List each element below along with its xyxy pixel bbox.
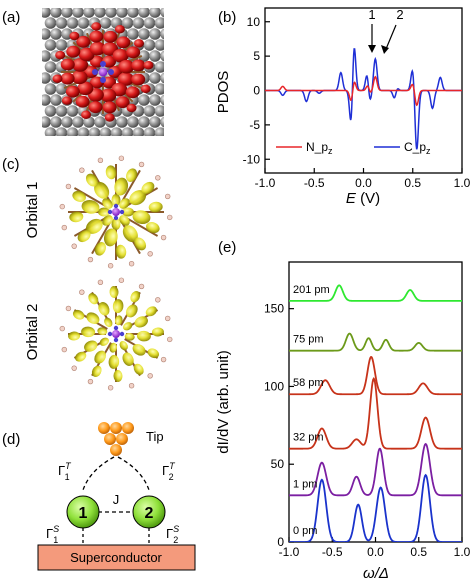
panel-label-b: (b) (218, 9, 236, 26)
didv-xtick-label: -0.5 (322, 545, 343, 559)
pdos-xtick-label: -0.5 (304, 176, 325, 190)
pdos-legend: N_pz C_pz (276, 140, 431, 156)
panel-label-d: (d) (2, 431, 20, 448)
didv-series-line (289, 284, 462, 302)
didv-chart: -1.0 -0.5 0.0 0.5 1.0 0 50 100 150 0 pm 1 pm 32 pm… (215, 261, 471, 579)
tip-coupling-1 (82, 456, 115, 491)
pdos-series-n-pz (265, 75, 462, 107)
gamma-s2-label: ΓS 2 (166, 524, 179, 545)
panel-label-a: (a) (2, 9, 20, 26)
orbital-1-image (59, 155, 173, 269)
pdos-ytick-label: -5 (249, 118, 260, 132)
tip-icon (98, 422, 134, 456)
svg-text:2: 2 (145, 505, 154, 522)
didv-series-line (289, 356, 462, 396)
superconductor-substrate (37, 544, 196, 571)
panel-label-c: (c) (2, 156, 20, 173)
didv-series-line (289, 473, 462, 542)
didv-series-label: 32 pm (293, 432, 324, 444)
didv-ylabel: dI/dV (arb. unit) (215, 350, 232, 453)
molecule-on-surface-image (42, 8, 164, 136)
pdos-series-c-pz (265, 48, 462, 150)
didv-xtick-label: 0.5 (410, 545, 427, 559)
pdos-xtick-label: 0.5 (404, 176, 421, 190)
didv-series-label: 75 pm (293, 334, 324, 346)
panel-label-e: (e) (218, 239, 236, 256)
didv-series-label: 201 pm (293, 284, 330, 296)
didv-series-label: 0 pm (293, 525, 317, 537)
didv-ytick-label: 50 (271, 457, 285, 471)
pdos-ylabel: PDOS (215, 71, 232, 114)
pdos-xtick-label: -1.0 (255, 176, 276, 190)
didv-ytick-label: 100 (264, 379, 284, 393)
pdos-ytick-label: 5 (253, 49, 260, 63)
j-coupling-label: J (113, 492, 120, 507)
orbital-2-image (59, 277, 173, 391)
gamma-t1-label: ΓT 1 (58, 461, 72, 482)
pdos-arrow-1 (368, 24, 376, 53)
didv-xlabel: ω/Δ (363, 565, 389, 579)
svg-text:1: 1 (79, 505, 88, 522)
didv-xtick-label: 0.0 (367, 545, 384, 559)
didv-ytick-label: 0 (277, 535, 284, 549)
legend-n-pz: N_pz (306, 140, 333, 156)
pdos-annotation-1: 1 (368, 7, 375, 22)
pdos-ytick-label: -10 (243, 152, 261, 166)
site-2-node: 2 (132, 495, 166, 529)
pdos-annotation-2: 2 (396, 7, 403, 22)
pdos-ytick-label: 0 (253, 84, 260, 98)
pdos-ytick-label: 10 (247, 15, 261, 29)
pdos-xlabel: E (V) (346, 190, 380, 207)
didv-plot-frame (288, 261, 463, 543)
didv-xtick-label: 1.0 (454, 545, 471, 559)
legend-c-pz: C_pz (404, 140, 431, 156)
orbital-1-label: Orbital 1 (24, 182, 41, 239)
pdos-arrow-2 (381, 24, 397, 54)
didv-series-label: 1 pm (293, 478, 317, 490)
didv-ytick-label: 150 (264, 302, 284, 316)
didv-series-line (289, 377, 462, 450)
site-1-node: 1 (66, 495, 100, 529)
pdos-xtick-label: 0.0 (355, 176, 372, 190)
orbital-2-label: Orbital 2 (24, 304, 41, 361)
didv-series-line (289, 442, 462, 497)
gamma-t2-label: ΓT 2 (162, 461, 176, 482)
didv-series-label: 58 pm (293, 377, 324, 389)
didv-xtick-label: -1.0 (279, 545, 300, 559)
gamma-s1-label: ΓS 1 (46, 524, 59, 545)
didv-series-line (289, 332, 462, 352)
superconductor-label: Superconductor (70, 550, 162, 565)
tip-coupling-2 (117, 456, 150, 491)
tip-label: Tip (146, 429, 164, 444)
pdos-xtick-label: 1.0 (454, 176, 471, 190)
